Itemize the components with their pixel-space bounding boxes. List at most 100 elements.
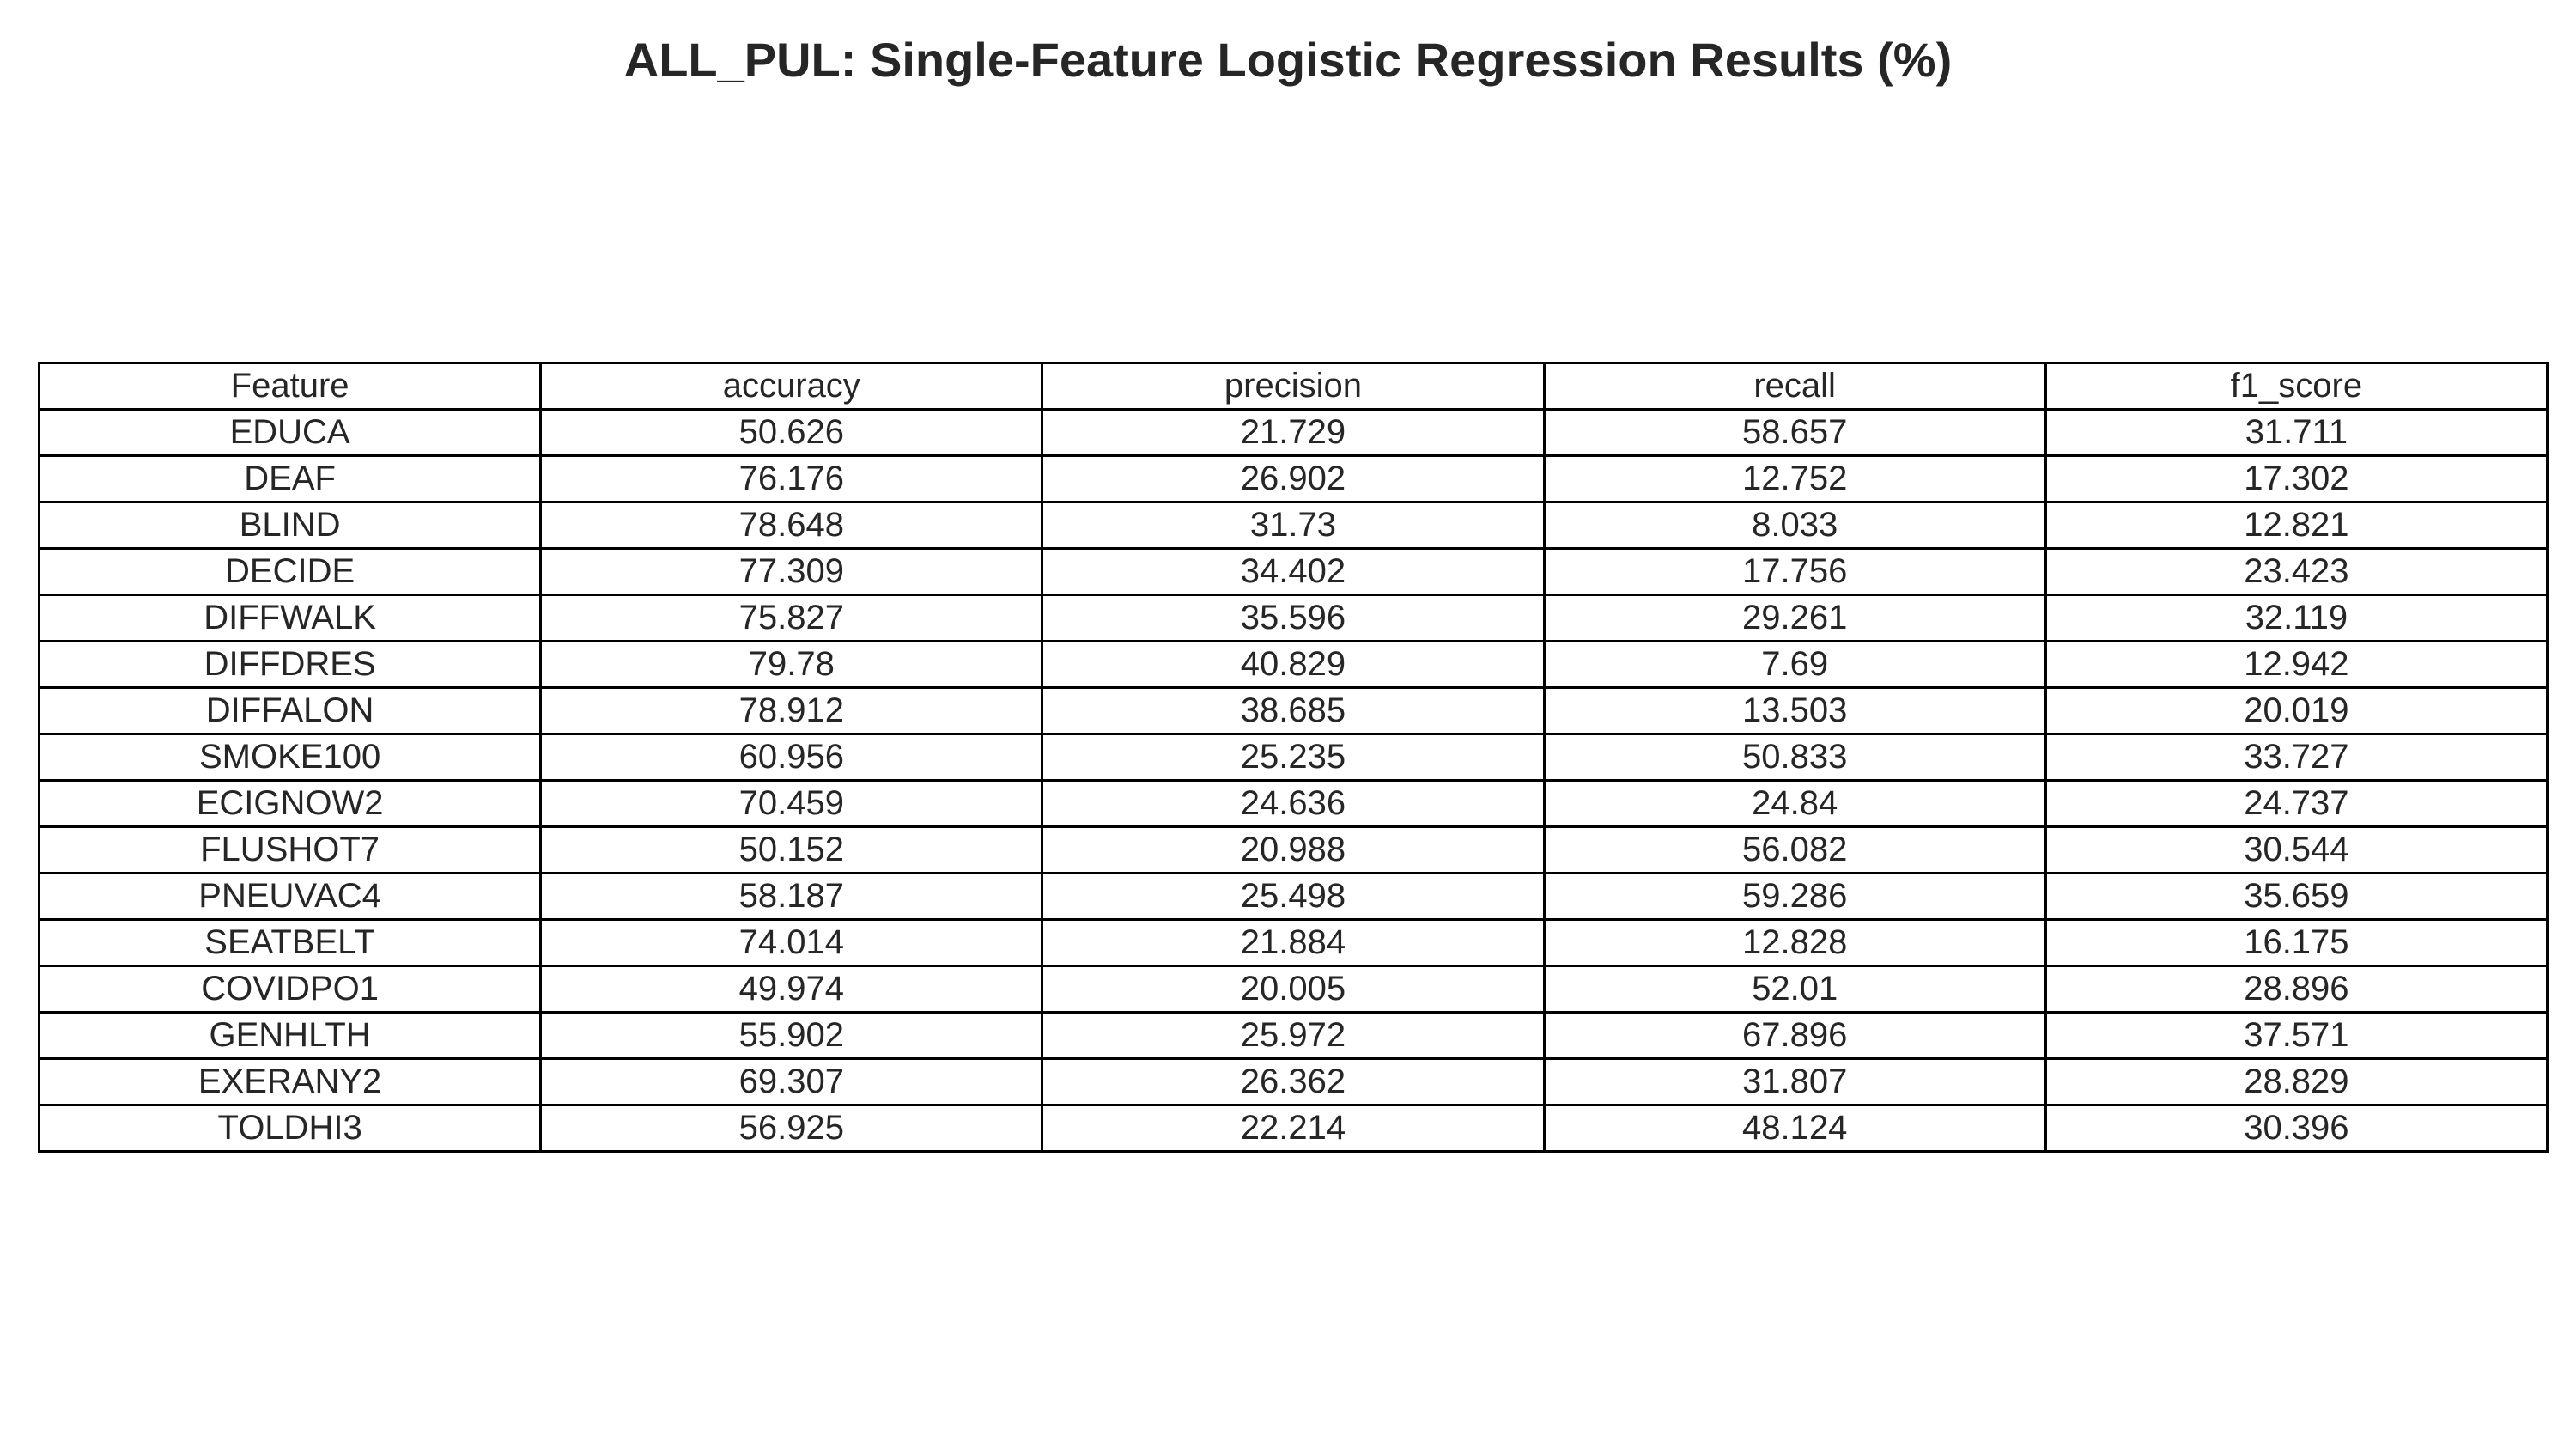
- table-cell-f1-score: 12.942: [2044, 640, 2549, 689]
- table-row: ECIGNOW2 70.459 24.636 24.84 24.737: [37, 779, 2549, 828]
- table-cell-precision: 24.636: [1041, 779, 1546, 828]
- table-cell-feature: ECIGNOW2: [37, 779, 543, 828]
- table-cell-f1-score: 30.544: [2044, 825, 2549, 874]
- table-cell-recall: 8.033: [1542, 501, 2047, 550]
- table-cell-f1-score: 28.896: [2044, 965, 2549, 1014]
- table-row: DIFFDRES 79.78 40.829 7.69 12.942: [37, 640, 2549, 689]
- table-cell-recall: 52.01: [1542, 965, 2047, 1014]
- results-table-container: Feature accuracy precision recall f1_score E…: [37, 362, 2549, 1153]
- table-cell-f1-score: 30.396: [2044, 1104, 2549, 1153]
- table-row: SMOKE100 60.956 25.235 50.833 33.727: [37, 733, 2549, 782]
- table-cell-recall: 17.756: [1542, 547, 2047, 596]
- table-cell-f1-score: 37.571: [2044, 1011, 2549, 1060]
- table-cell-recall: 24.84: [1542, 779, 2047, 828]
- table-cell-feature: PNEUVAC4: [37, 872, 543, 921]
- table-cell-f1-score: 20.019: [2044, 686, 2549, 735]
- table-cell-feature: SEATBELT: [37, 918, 543, 967]
- column-header-accuracy: accuracy: [539, 362, 1044, 411]
- column-header-f1-score: f1_score: [2044, 362, 2549, 411]
- table-cell-feature: TOLDHI3: [37, 1104, 543, 1153]
- table-cell-accuracy: 56.925: [539, 1104, 1044, 1153]
- table-cell-precision: 26.362: [1041, 1057, 1546, 1106]
- table-cell-precision: 35.596: [1041, 594, 1546, 642]
- table-cell-f1-score: 35.659: [2044, 872, 2549, 921]
- table-cell-precision: 22.214: [1041, 1104, 1546, 1153]
- table-row: DEAF 76.176 26.902 12.752 17.302: [37, 454, 2549, 503]
- column-header-recall: recall: [1542, 362, 2047, 411]
- table-cell-accuracy: 77.309: [539, 547, 1044, 596]
- table-row: TOLDHI3 56.925 22.214 48.124 30.396: [37, 1104, 2549, 1153]
- table-cell-f1-score: 31.711: [2044, 408, 2549, 457]
- table-cell-precision: 20.005: [1041, 965, 1546, 1014]
- table-cell-feature: FLUSHOT7: [37, 825, 543, 874]
- table-cell-feature: SMOKE100: [37, 733, 543, 782]
- table-cell-f1-score: 28.829: [2044, 1057, 2549, 1106]
- table-cell-accuracy: 49.974: [539, 965, 1044, 1014]
- table-row: COVIDPO1 49.974 20.005 52.01 28.896: [37, 965, 2549, 1014]
- table-cell-feature: EXERANY2: [37, 1057, 543, 1106]
- table-cell-recall: 67.896: [1542, 1011, 2047, 1060]
- column-header-feature: Feature: [37, 362, 543, 411]
- table-cell-precision: 34.402: [1041, 547, 1546, 596]
- table-cell-accuracy: 78.648: [539, 501, 1044, 550]
- table-body: EDUCA 50.626 21.729 58.657 31.711 DEAF 76.176 2…: [37, 408, 2549, 1153]
- table-cell-precision: 21.729: [1041, 408, 1546, 457]
- table-cell-f1-score: 24.737: [2044, 779, 2549, 828]
- table-cell-accuracy: 76.176: [539, 454, 1044, 503]
- table-cell-feature: DIFFALON: [37, 686, 543, 735]
- table-row: DECIDE 77.309 34.402 17.756 23.423: [37, 547, 2549, 596]
- table-cell-precision: 40.829: [1041, 640, 1546, 689]
- table-cell-accuracy: 58.187: [539, 872, 1044, 921]
- table-row: FLUSHOT7 50.152 20.988 56.082 30.544: [37, 825, 2549, 874]
- table-cell-accuracy: 50.626: [539, 408, 1044, 457]
- table-cell-accuracy: 60.956: [539, 733, 1044, 782]
- table-cell-accuracy: 78.912: [539, 686, 1044, 735]
- table-header: Feature accuracy precision recall f1_score: [37, 362, 2549, 411]
- table-cell-recall: 12.752: [1542, 454, 2047, 503]
- table-cell-accuracy: 69.307: [539, 1057, 1044, 1106]
- chart-title: ALL_PUL: Single-Feature Logistic Regress…: [623, 33, 1953, 87]
- table-cell-recall: 13.503: [1542, 686, 2047, 735]
- table-cell-recall: 48.124: [1542, 1104, 2047, 1153]
- table-cell-accuracy: 75.827: [539, 594, 1044, 642]
- table-cell-precision: 31.73: [1041, 501, 1546, 550]
- table-cell-precision: 38.685: [1041, 686, 1546, 735]
- table-cell-feature: EDUCA: [37, 408, 543, 457]
- table-cell-f1-score: 12.821: [2044, 501, 2549, 550]
- header-row: Feature accuracy precision recall f1_score: [37, 362, 2549, 411]
- table-row: DIFFWALK 75.827 35.596 29.261 32.119: [37, 594, 2549, 642]
- column-header-precision: precision: [1041, 362, 1546, 411]
- table-cell-recall: 31.807: [1542, 1057, 2047, 1106]
- table-cell-precision: 25.498: [1041, 872, 1546, 921]
- table-cell-precision: 25.235: [1041, 733, 1546, 782]
- table-cell-feature: GENHLTH: [37, 1011, 543, 1060]
- table-cell-recall: 59.286: [1542, 872, 2047, 921]
- table-row: SEATBELT 74.014 21.884 12.828 16.175: [37, 918, 2549, 967]
- table-cell-precision: 21.884: [1041, 918, 1546, 967]
- results-table: Feature accuracy precision recall f1_score E…: [37, 362, 2549, 1153]
- table-row: DIFFALON 78.912 38.685 13.503 20.019: [37, 686, 2549, 735]
- table-cell-f1-score: 33.727: [2044, 733, 2549, 782]
- table-row: GENHLTH 55.902 25.972 67.896 37.571: [37, 1011, 2549, 1060]
- table-cell-accuracy: 74.014: [539, 918, 1044, 967]
- table-cell-feature: DIFFDRES: [37, 640, 543, 689]
- table-cell-f1-score: 23.423: [2044, 547, 2549, 596]
- table-cell-recall: 50.833: [1542, 733, 2047, 782]
- table-cell-precision: 20.988: [1041, 825, 1546, 874]
- table-cell-accuracy: 50.152: [539, 825, 1044, 874]
- table-cell-precision: 25.972: [1041, 1011, 1546, 1060]
- table-cell-recall: 7.69: [1542, 640, 2047, 689]
- table-cell-accuracy: 55.902: [539, 1011, 1044, 1060]
- table-row: PNEUVAC4 58.187 25.498 59.286 35.659: [37, 872, 2549, 921]
- table-row: BLIND 78.648 31.73 8.033 12.821: [37, 501, 2549, 550]
- table-cell-f1-score: 17.302: [2044, 454, 2549, 503]
- table-cell-feature: DEAF: [37, 454, 543, 503]
- table-row: EDUCA 50.626 21.729 58.657 31.711: [37, 408, 2549, 457]
- table-cell-feature: COVIDPO1: [37, 965, 543, 1014]
- table-cell-f1-score: 16.175: [2044, 918, 2549, 967]
- table-cell-recall: 12.828: [1542, 918, 2047, 967]
- table-cell-recall: 58.657: [1542, 408, 2047, 457]
- table-cell-feature: BLIND: [37, 501, 543, 550]
- table-cell-feature: DIFFWALK: [37, 594, 543, 642]
- table-cell-accuracy: 79.78: [539, 640, 1044, 689]
